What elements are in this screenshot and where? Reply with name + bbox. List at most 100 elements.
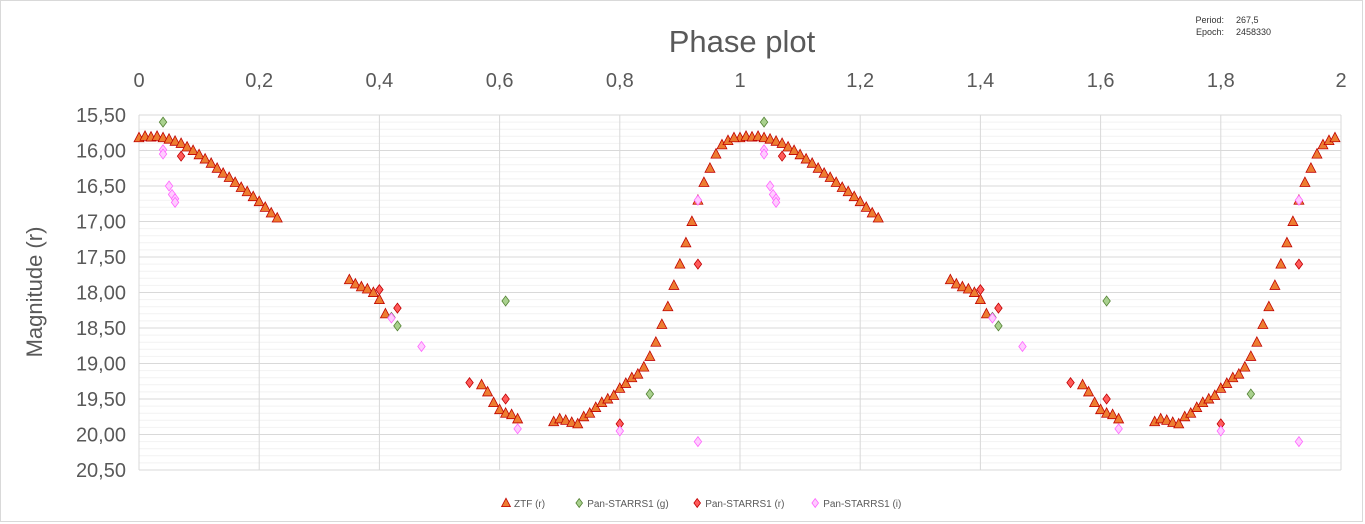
data-point xyxy=(475,378,488,390)
data-point xyxy=(241,185,253,197)
data-point xyxy=(794,148,806,160)
data-point xyxy=(764,132,776,144)
data-point xyxy=(247,190,259,202)
data-point xyxy=(1018,340,1027,353)
legend-marker xyxy=(500,497,512,508)
data-point xyxy=(1294,194,1304,206)
data-point xyxy=(229,176,241,187)
data-point xyxy=(662,300,674,312)
series-3 xyxy=(158,144,1304,448)
data-point xyxy=(752,130,764,141)
data-point xyxy=(1287,215,1299,226)
data-point xyxy=(211,161,223,173)
data-point xyxy=(1102,295,1111,307)
data-point xyxy=(950,277,962,289)
data-point xyxy=(704,161,716,173)
data-point xyxy=(506,408,518,420)
data-point xyxy=(668,279,680,290)
data-point xyxy=(620,377,632,388)
data-point xyxy=(812,161,824,173)
x-tick-label: 0,8 xyxy=(606,70,634,92)
data-point xyxy=(638,360,650,372)
data-point xyxy=(830,176,842,187)
data-point xyxy=(1305,161,1317,173)
data-point xyxy=(1246,388,1256,400)
data-point xyxy=(584,406,596,418)
data-point xyxy=(164,180,174,192)
y-tick-label: 16,00 xyxy=(76,141,126,163)
data-point xyxy=(379,307,392,319)
y-tick-label: 16,50 xyxy=(76,176,126,198)
data-point xyxy=(956,280,968,292)
period-label: Period: xyxy=(1195,15,1224,25)
data-point xyxy=(1082,385,1095,397)
data-point xyxy=(361,282,373,294)
data-point xyxy=(854,195,866,207)
data-point xyxy=(1221,377,1233,388)
y-tick-label: 20,50 xyxy=(76,460,126,482)
data-point xyxy=(481,385,494,397)
y-tick-label: 19,00 xyxy=(76,354,126,376)
data-point xyxy=(181,140,193,152)
data-point xyxy=(199,152,211,164)
data-point xyxy=(158,116,168,128)
data-point xyxy=(1155,412,1167,424)
data-point xyxy=(176,150,186,162)
period-epoch-info: Period: 267,5 Epoch: 2458330 xyxy=(1195,15,1271,37)
data-point xyxy=(1185,406,1197,418)
data-point xyxy=(680,236,692,248)
data-point xyxy=(765,180,775,192)
data-point xyxy=(866,206,878,218)
data-point xyxy=(499,406,512,418)
data-point xyxy=(944,273,956,285)
data-point xyxy=(217,166,229,178)
data-point xyxy=(487,396,500,408)
data-point xyxy=(608,389,620,400)
data-point xyxy=(157,131,169,143)
data-point xyxy=(375,284,384,296)
x-tick-label: 0,4 xyxy=(365,70,393,92)
y-tick-label: 19,50 xyxy=(76,389,126,411)
data-point xyxy=(728,131,740,143)
data-point xyxy=(674,257,686,269)
data-point xyxy=(223,171,235,182)
data-point xyxy=(235,181,247,192)
epoch-value: 2458330 xyxy=(1236,27,1271,37)
data-point xyxy=(1239,360,1251,372)
data-point xyxy=(367,286,380,297)
data-point xyxy=(259,201,271,212)
data-point xyxy=(976,284,985,296)
data-point xyxy=(1161,414,1173,425)
data-point xyxy=(698,176,710,187)
y-tick-label: 15,50 xyxy=(76,105,126,127)
chart-title: Phase plot xyxy=(669,24,816,59)
epoch-label: Epoch: xyxy=(1196,27,1224,37)
data-point xyxy=(187,144,199,155)
data-point xyxy=(759,116,769,128)
data-point xyxy=(1245,350,1257,361)
legend: ZTF (r) Pan-STARRS1 (g) Pan-STARRS1 (r) Pan… xyxy=(500,497,901,510)
data-point xyxy=(771,196,781,208)
data-point xyxy=(193,148,205,160)
data-point xyxy=(776,137,788,148)
data-point xyxy=(1094,403,1107,415)
data-point xyxy=(169,135,181,146)
data-point xyxy=(512,412,524,424)
data-point xyxy=(980,307,993,319)
data-point xyxy=(842,185,854,197)
data-point xyxy=(650,335,662,347)
data-point xyxy=(860,201,872,212)
data-point xyxy=(393,302,402,314)
data-point xyxy=(988,312,997,324)
data-point xyxy=(818,166,830,178)
data-point xyxy=(560,414,572,425)
x-tick-label: 1,6 xyxy=(1087,70,1115,92)
data-point xyxy=(343,273,355,285)
data-point xyxy=(355,280,367,292)
data-point xyxy=(1114,423,1123,435)
data-point xyxy=(656,318,668,329)
x-tick-label: 0,6 xyxy=(486,70,514,92)
data-point xyxy=(1113,412,1125,424)
data-point xyxy=(1251,335,1263,347)
